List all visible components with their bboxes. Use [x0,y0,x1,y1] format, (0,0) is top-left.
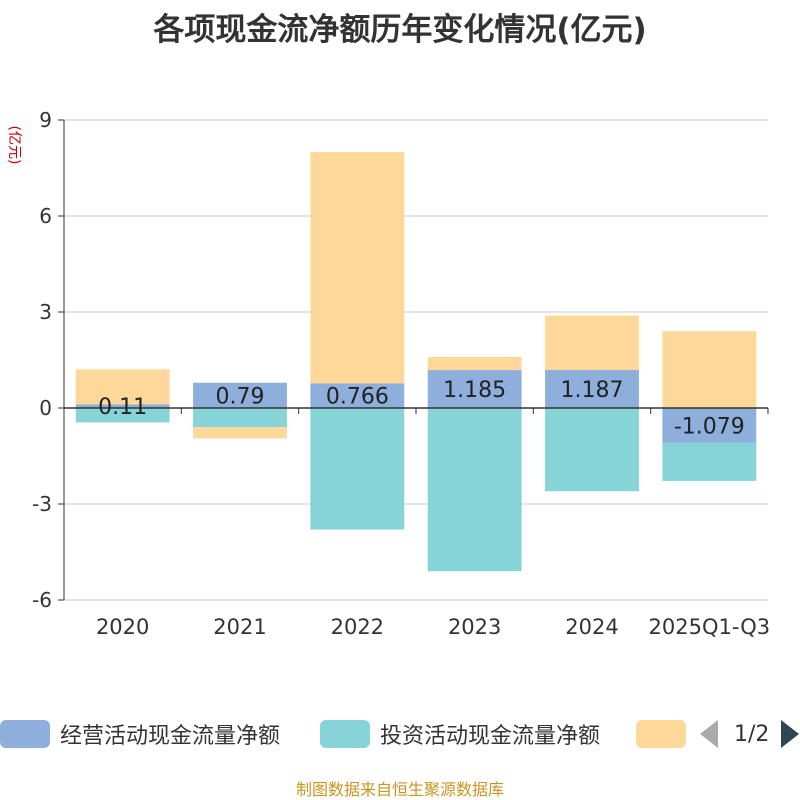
data-label-2025Q1-Q3: -1.079 [674,414,745,439]
source-note: 制图数据来自恒生聚源数据库 [295,780,504,799]
bar-s1-2021 [193,408,287,428]
chart-plot: (亿元) -6 -3 0 3 6 9 0.11 0.79 0.766 1.185 1.187 -1.07… [6,108,771,639]
bar-s1-2022 [310,408,405,530]
bar-s1-2020 [75,408,170,423]
bar-s2-2024 [545,315,639,371]
y-tick-label: 0 [39,396,52,420]
pager-next-icon[interactable] [781,720,800,748]
x-tick-label: 2022 [331,615,384,639]
pager-text: 1/2 [734,721,770,747]
pager-prev-icon[interactable] [700,720,718,748]
bar-s0-2022 [310,383,405,408]
bar-s0-2021 [193,382,287,408]
legend-swatch-operating [0,720,50,748]
legend-swatch-financing [636,720,686,748]
y-tick-label: 9 [39,108,52,132]
data-label-2023: 1.185 [443,378,506,403]
legend: 经营活动现金流量净额 投资活动现金流量净额 1/2 [0,712,800,756]
bar-s1-2023 [427,408,522,572]
x-tick-label: 2023 [448,615,501,639]
bar-s0-2020 [75,404,170,408]
bar-s2-2021 [193,427,287,439]
bar-s2-2022 [310,152,405,384]
legend-label-operating: 经营活动现金流量净额 [60,724,281,749]
bar-s2-2023 [427,356,522,371]
legend-pager: 1/2 [700,718,800,750]
bar-s1-2024 [545,408,639,492]
chart-title: 各项现金流净额历年变化情况(亿元) [153,12,647,48]
legend-item-financing[interactable] [636,718,686,750]
bar-s1-2025Q1-Q3 [662,442,757,481]
x-tick-label: 2024 [565,615,618,639]
legend-swatch-investing [320,720,370,748]
bar-s0-2025Q1-Q3 [662,408,757,443]
y-tick-label: 3 [39,300,52,324]
data-label-2022: 0.766 [326,385,389,410]
y-tick-label: 6 [39,204,52,228]
legend-item-operating[interactable]: 经营活动现金流量净额 [0,718,280,750]
bar-s0-2023 [427,370,522,408]
x-tick-label: 2025Q1-Q3 [649,615,771,639]
data-label-2024: 1.187 [561,378,624,403]
y-axis-label: (亿元) [6,126,22,165]
bar-s2-2020 [75,369,170,405]
y-tick-label: -6 [32,588,52,612]
x-tick-label: 2020 [96,615,149,639]
legend-item-investing[interactable]: 投资活动现金流量净额 [320,718,600,750]
x-tick-label: 2021 [213,615,266,639]
y-tick-label: -3 [32,492,52,516]
data-label-2020: 0.11 [98,395,147,420]
legend-label-investing: 投资活动现金流量净额 [380,724,601,749]
bar-s2-2025Q1-Q3 [662,331,757,408]
bar-s0-2024 [545,370,639,408]
data-label-2021: 0.79 [216,384,265,409]
